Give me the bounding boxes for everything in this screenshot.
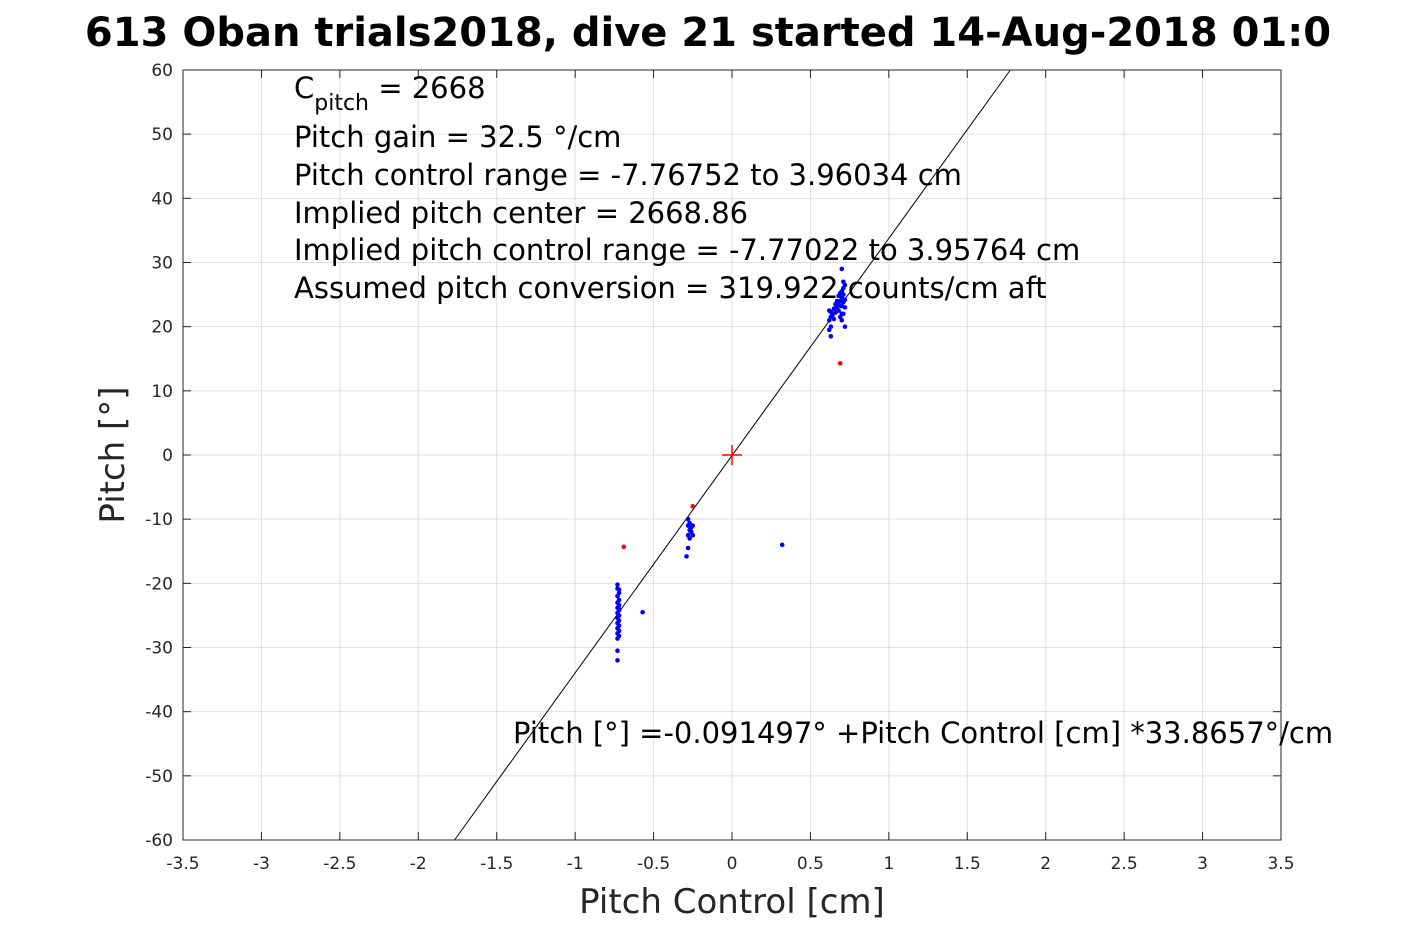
x-tick-label: 1.5	[954, 854, 981, 874]
data-point	[685, 516, 691, 522]
fit-equation: Pitch [°] =-0.091497° +Pitch Control [cm…	[513, 716, 1333, 750]
annotation-line-pitch-gain: Pitch gain = 32.5 °/cm	[294, 120, 621, 154]
y-tick-label: 50	[151, 125, 173, 145]
cpitch-value: = 2668	[369, 71, 486, 105]
data-point	[836, 308, 841, 313]
data-point	[615, 648, 620, 654]
plot-area: -3.5 -3 -2.5 -2 -1.5 -1 -0.5 0 0.5 1 1.5 2 2.5 3 3.5 6…	[145, 61, 1294, 874]
x-tick-label: 2	[1040, 854, 1051, 874]
data-point	[690, 504, 696, 509]
data-point	[690, 523, 696, 528]
y-tick-labels: 60 50 40 30 20 10 0 -10 -20 -30 -40 -50 -60	[145, 61, 173, 851]
y-tick-label: -10	[145, 510, 173, 530]
data-point	[615, 582, 620, 587]
data-points	[615, 266, 848, 663]
y-tick-label: -40	[145, 703, 173, 723]
data-point	[640, 609, 645, 615]
data-point	[615, 658, 620, 663]
data-point	[836, 293, 841, 299]
data-point	[839, 266, 845, 272]
data-point	[841, 311, 846, 317]
cpitch-annotation: Cpitch = 2668	[294, 71, 486, 116]
data-point	[842, 297, 848, 303]
annotation-block: Cpitch = 2668 Pitch gain = 32.5 °/cm Pit…	[294, 71, 1333, 750]
y-tick-label: 10	[151, 382, 173, 402]
data-point	[839, 317, 845, 323]
x-tick-label: -3	[253, 854, 270, 874]
chart-title: 613 Oban trials2018, dive 21 started 14-…	[85, 10, 1331, 56]
annotation-line-implied-range: Implied pitch control range = -7.77022 t…	[294, 233, 1080, 267]
x-tick-labels: -3.5 -3 -2.5 -2 -1.5 -1 -0.5 0 0.5 1 1.5 2 2.5 3 3.5	[166, 854, 1294, 874]
data-point	[842, 305, 848, 310]
cpitch-subscript: pitch	[314, 91, 369, 116]
annotation-line-conversion: Assumed pitch conversion = 319.922 count…	[294, 271, 1047, 305]
data-point	[828, 309, 834, 315]
data-point	[616, 606, 622, 612]
data-point	[841, 279, 846, 285]
y-tick-label: -50	[145, 767, 173, 787]
data-point	[831, 316, 837, 322]
x-tick-label: 3	[1197, 854, 1208, 874]
x-axis-label: Pitch Control [cm]	[579, 882, 885, 922]
y-tick-label: 60	[151, 61, 173, 81]
data-point	[831, 306, 837, 312]
y-axis-label: Pitch [°]	[93, 386, 133, 523]
data-point	[826, 327, 832, 333]
x-tick-label: -2.5	[323, 854, 356, 874]
x-tick-label: -0.5	[637, 854, 670, 874]
data-point	[833, 301, 838, 307]
data-point	[615, 593, 620, 599]
y-tick-label: 40	[151, 189, 173, 209]
data-point	[615, 636, 620, 641]
x-tick-label: 0	[727, 854, 738, 874]
x-tick-label: 0.5	[797, 854, 824, 874]
data-point	[828, 333, 834, 339]
plot-frame	[182, 69, 1282, 841]
x-tick-label: -1.5	[480, 854, 513, 874]
cpitch-symbol: C	[294, 71, 314, 105]
x-tick-label: -1	[567, 854, 584, 874]
y-tick-label: -30	[145, 639, 173, 659]
data-point	[684, 554, 689, 559]
annotation-line-pitch-center: Implied pitch center = 2668.86	[294, 196, 748, 230]
data-point	[837, 360, 843, 366]
x-tick-label: -3.5	[166, 854, 199, 874]
y-tick-label: -60	[145, 831, 173, 851]
x-tick-label: 2.5	[1111, 854, 1138, 874]
y-tick-label: 20	[151, 318, 173, 338]
center-marker	[722, 445, 742, 465]
data-point	[779, 542, 785, 548]
data-point	[842, 324, 848, 329]
data-point	[621, 544, 627, 550]
annotation-line-control-range: Pitch control range = -7.76752 to 3.9603…	[294, 158, 962, 192]
x-tick-label: 3.5	[1267, 854, 1294, 874]
data-point	[616, 587, 622, 593]
x-tick-label: 1	[883, 854, 894, 874]
data-point	[687, 536, 692, 541]
data-point	[690, 532, 696, 538]
y-tick-label: -20	[145, 574, 173, 594]
y-tick-label: 30	[151, 254, 173, 274]
data-point	[685, 545, 691, 551]
x-tick-label: -2	[410, 854, 427, 874]
y-tick-label: 0	[162, 446, 173, 466]
